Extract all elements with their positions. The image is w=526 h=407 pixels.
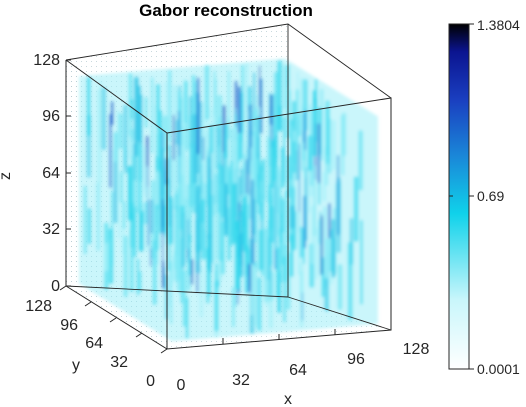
x-tick-label: 128 <box>403 341 430 358</box>
colorbar: 1.3804 0.69 0.0001 <box>448 17 520 377</box>
x-tick-label: 96 <box>347 351 365 368</box>
x-tick-label: 0 <box>177 377 186 394</box>
chart-title: Gabor reconstruction <box>139 1 313 20</box>
colorbar-mid-label: 0.69 <box>477 188 504 204</box>
colorbar-max-label: 1.3804 <box>477 17 520 33</box>
z-tick-label: 64 <box>42 165 60 182</box>
x-axis: 0 32 64 96 128 x <box>166 324 430 407</box>
z-tick-label: 128 <box>33 52 60 69</box>
z-axis: 128 96 64 32 0 z <box>0 52 71 295</box>
z-axis-label: z <box>0 172 14 180</box>
z-tick-label: 0 <box>51 278 60 295</box>
colorbar-min-label: 0.0001 <box>477 361 520 377</box>
y-axis: 128 96 64 32 0 y <box>25 285 168 390</box>
y-tick-label: 0 <box>146 373 155 390</box>
x-tick-label: 64 <box>289 362 307 379</box>
z-tick-label: 96 <box>42 108 60 125</box>
x-tick-label: 32 <box>232 372 250 389</box>
z-tick-label: 32 <box>42 221 60 238</box>
y-tick-label: 32 <box>110 354 128 371</box>
y-tick-label: 96 <box>60 317 78 334</box>
x-axis-label: x <box>284 391 292 407</box>
y-tick-label: 64 <box>85 335 103 352</box>
y-axis-label: y <box>72 357 80 374</box>
volume-render <box>79 58 378 342</box>
y-tick-label: 128 <box>25 298 52 315</box>
